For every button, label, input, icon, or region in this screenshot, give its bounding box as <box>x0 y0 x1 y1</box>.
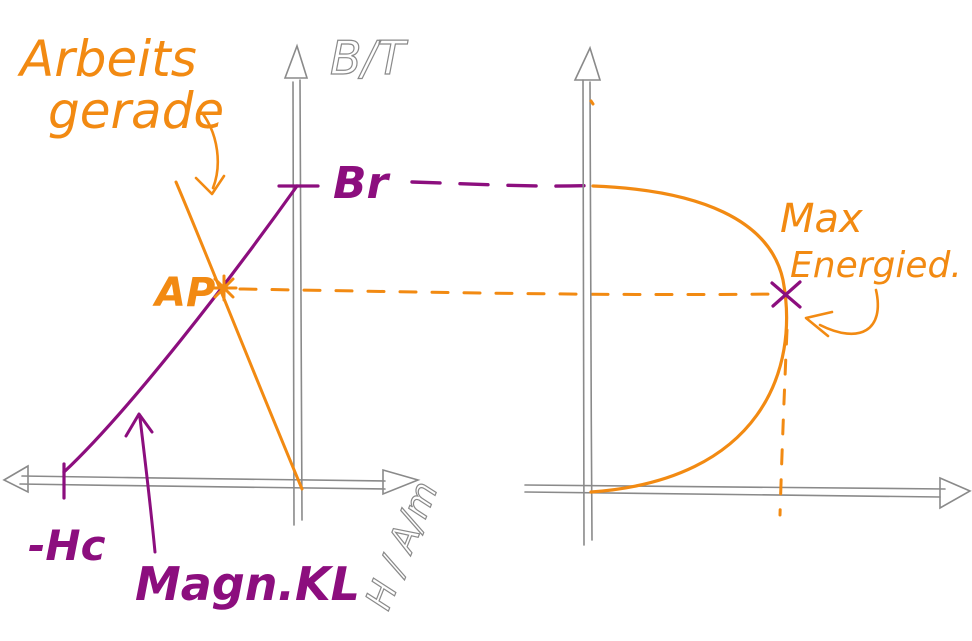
ap-label: AP <box>152 270 215 316</box>
left-y-arrow-icon <box>283 43 309 79</box>
right-y-arrow-icon <box>573 45 602 81</box>
left-x-arrow-right-icon <box>382 468 421 496</box>
left-x-axis-label: H / A/m <box>358 476 446 616</box>
br-dashed-connector <box>410 180 602 188</box>
right-axes <box>524 45 972 546</box>
ap-star-icon <box>210 274 238 302</box>
right-x-axis <box>524 484 946 498</box>
br-label: Br <box>333 158 391 209</box>
magn-kl-label: Magn.KL <box>135 557 360 611</box>
arbeits-label-line2: gerade <box>48 82 224 140</box>
right-y-axis <box>581 79 593 546</box>
left-y-axis-label: B/T <box>330 31 409 85</box>
magn-kl-pointer <box>124 412 157 554</box>
max-energy-pointer <box>804 288 879 338</box>
ap-dashed-connector <box>238 287 780 297</box>
left-y-axis <box>291 79 303 526</box>
right-x-arrow-icon <box>939 476 972 510</box>
right-top-tick <box>589 99 595 106</box>
arbeitsgerade-line <box>174 180 304 491</box>
energy-product-curve <box>589 184 789 494</box>
arbeits-label-line1: Arbeits <box>17 30 197 88</box>
max-point-x-icon <box>770 280 802 309</box>
max-label-line1: Max <box>780 196 863 242</box>
left-axes <box>2 43 421 526</box>
minus-hc-label: -Hc <box>28 521 106 570</box>
left-x-axis <box>19 475 386 490</box>
max-vertical-dashed <box>778 328 789 517</box>
magn-kennlinie-line <box>62 184 299 474</box>
max-label-line2: Energied. <box>790 245 962 286</box>
left-x-arrow-left-icon <box>2 464 29 494</box>
arbeitsgerade-pointer <box>194 112 226 196</box>
